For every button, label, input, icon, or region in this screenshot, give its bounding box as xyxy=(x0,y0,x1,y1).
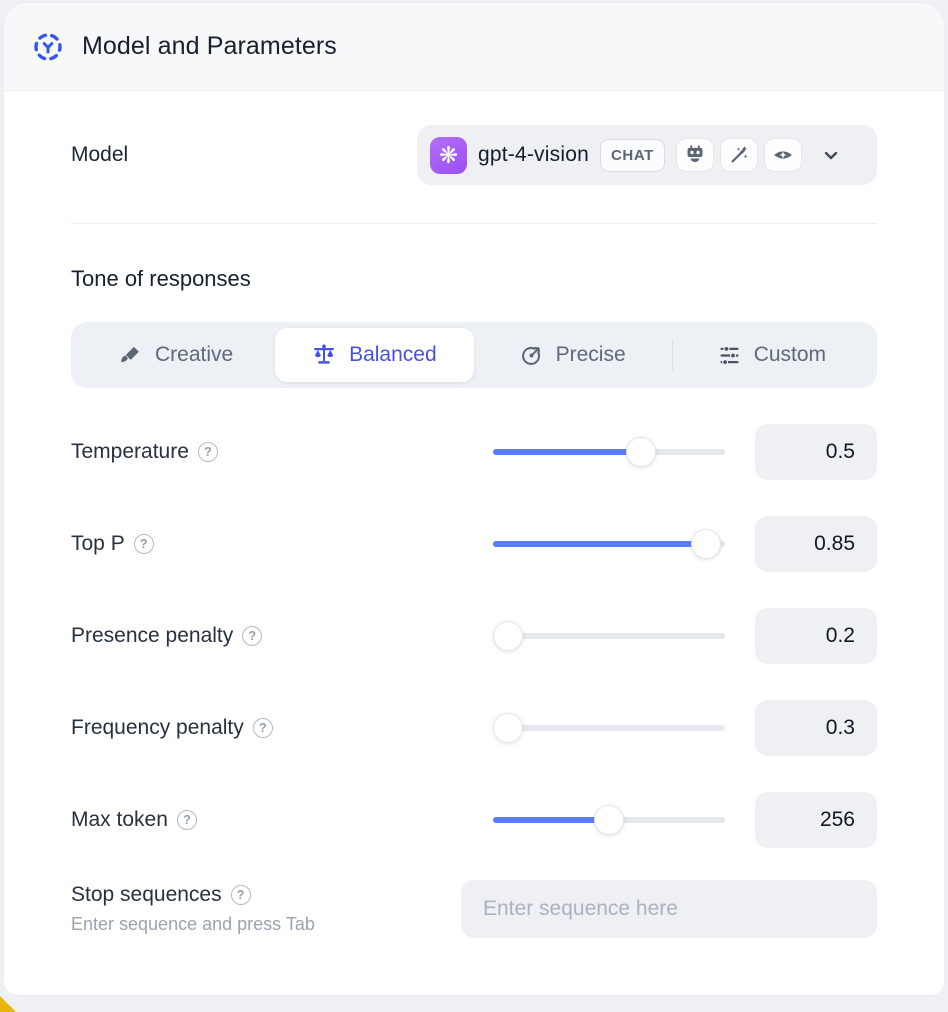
panel-body: Model ❋ gpt-4-vision CHAT xyxy=(4,125,944,986)
help-icon[interactable]: ? xyxy=(242,626,263,646)
tone-heading: Tone of responses xyxy=(71,266,251,291)
max-token-row: Max token ? 256 xyxy=(71,792,877,848)
tab-label: Precise xyxy=(555,343,626,366)
presence-penalty-value: 0.2 xyxy=(755,608,877,664)
frequency-penalty-slider[interactable] xyxy=(493,713,725,743)
panel-title: Model and Parameters xyxy=(82,32,337,60)
openai-logo-icon: ❋ xyxy=(430,136,467,174)
balance-scale-icon xyxy=(314,344,334,364)
presence-penalty-row: Presence penalty ? 0.2 xyxy=(71,608,877,664)
corner-accent-shape xyxy=(0,996,16,1012)
help-icon[interactable]: ? xyxy=(176,810,197,830)
stop-sequences-label: Stop sequences xyxy=(71,883,222,906)
top-p-slider[interactable] xyxy=(493,529,725,559)
tab-precise[interactable]: Precise xyxy=(474,328,672,382)
temperature-value: 0.5 xyxy=(755,424,877,480)
top-p-value: 0.85 xyxy=(755,516,877,572)
slider-thumb[interactable] xyxy=(493,713,523,743)
frequency-penalty-value: 0.3 xyxy=(755,700,877,756)
slider-track xyxy=(493,633,725,639)
frequency-penalty-label: Frequency penalty xyxy=(71,716,244,739)
target-icon xyxy=(521,346,540,365)
max-token-label: Max token xyxy=(71,808,168,831)
capability-chips xyxy=(675,138,802,172)
magic-wand-icon xyxy=(719,138,758,172)
tab-balanced[interactable]: Balanced xyxy=(275,328,474,382)
slider-fill xyxy=(493,817,609,823)
model-select-dropdown[interactable]: ❋ gpt-4-vision CHAT xyxy=(417,125,877,185)
model-row: Model ❋ gpt-4-vision CHAT xyxy=(71,125,877,185)
slider-thumb[interactable] xyxy=(626,437,657,467)
sliders-icon xyxy=(720,345,739,365)
model-label: Model xyxy=(71,143,129,166)
panel-header: Model and Parameters xyxy=(4,3,944,91)
chat-type-badge: CHAT xyxy=(599,138,665,172)
chevron-down-icon xyxy=(819,143,843,167)
selected-model-name: gpt-4-vision xyxy=(478,143,589,166)
stop-sequences-row: Stop sequences ? Enter sequence and pres… xyxy=(71,880,877,938)
help-icon[interactable]: ? xyxy=(197,442,218,462)
slider-fill xyxy=(493,449,647,455)
max-token-slider[interactable] xyxy=(493,805,725,835)
slider-track xyxy=(493,725,725,731)
stop-sequences-hint: Enter sequence and press Tab xyxy=(71,914,315,934)
tab-creative[interactable]: Creative xyxy=(77,328,275,382)
temperature-slider[interactable] xyxy=(493,437,725,467)
slider-thumb[interactable] xyxy=(493,621,523,651)
top-p-label: Top P xyxy=(71,532,125,555)
vision-eye-icon xyxy=(763,138,802,172)
help-icon[interactable]: ? xyxy=(133,534,154,554)
tab-label: Balanced xyxy=(349,343,437,366)
paintbrush-icon xyxy=(121,346,139,362)
temperature-row: Temperature ? 0.5 xyxy=(71,424,877,480)
presence-penalty-slider[interactable] xyxy=(493,621,725,651)
section-divider xyxy=(71,223,877,224)
stop-sequence-input[interactable] xyxy=(461,880,877,938)
slider-fill xyxy=(493,541,721,547)
model-hub-icon xyxy=(32,31,64,63)
slider-thumb[interactable] xyxy=(594,805,624,835)
frequency-penalty-row: Frequency penalty ? 0.3 xyxy=(71,700,877,756)
tab-label: Custom xyxy=(753,343,827,366)
slider-thumb[interactable] xyxy=(690,529,721,559)
tab-divider xyxy=(671,340,673,370)
temperature-label: Temperature xyxy=(71,440,189,463)
help-icon[interactable]: ? xyxy=(252,718,273,738)
top-p-row: Top P ? 0.85 xyxy=(71,516,877,572)
max-token-value: 256 xyxy=(755,792,877,848)
model-and-parameters-panel: Model and Parameters Model ❋ gpt-4-visio… xyxy=(3,2,945,996)
tone-tabbar: Creative Balanced xyxy=(71,322,877,388)
help-icon[interactable]: ? xyxy=(230,885,251,905)
tab-custom[interactable]: Custom xyxy=(673,328,871,382)
assistant-robot-icon xyxy=(675,138,714,172)
tab-label: Creative xyxy=(155,343,234,366)
presence-penalty-label: Presence penalty xyxy=(71,624,234,647)
